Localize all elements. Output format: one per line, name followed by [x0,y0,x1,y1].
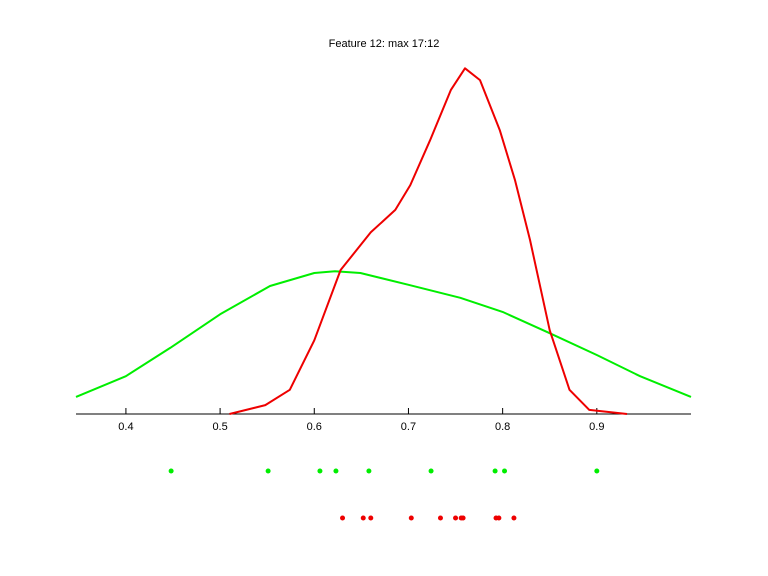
rug-point [428,468,434,474]
rug-point [453,515,459,521]
rug-point [492,468,498,474]
rug-point [502,468,508,474]
density-line [75,270,692,398]
rug-point [437,515,443,521]
density-line [229,67,628,415]
rug-point [408,515,414,521]
x-tick-label: 0.9 [589,421,604,433]
x-tick-label: 0.4 [118,421,133,433]
rug-point [265,468,271,474]
rug-point [168,468,174,474]
x-tick-label: 0.8 [495,421,510,433]
rug-point [511,515,517,521]
chart-title: Feature 12: max 17:12 [329,38,440,50]
rug-point [496,515,502,521]
rug-point [460,515,466,521]
rug-point [333,468,339,474]
rug-point [317,468,323,474]
x-tick-label: 0.7 [401,421,416,433]
x-tick-label: 0.6 [307,421,322,433]
x-tick-label: 0.5 [212,421,227,433]
rug-point [340,515,346,521]
rug-point [360,515,366,521]
rug-point [366,468,372,474]
rug-point [368,515,374,521]
rug-point [594,468,600,474]
